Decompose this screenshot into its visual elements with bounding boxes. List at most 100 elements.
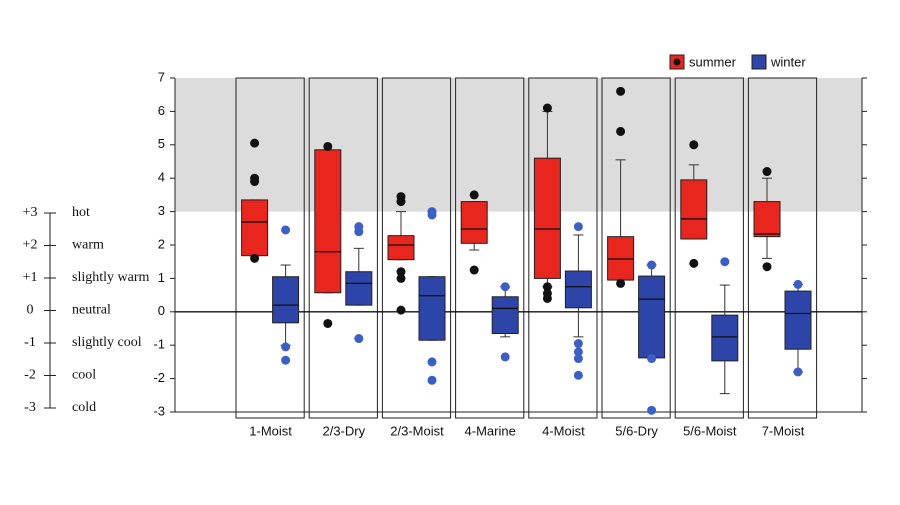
category-panel	[674, 77, 744, 419]
category-panel	[528, 77, 598, 419]
outlier	[354, 227, 364, 237]
outlier	[396, 197, 406, 207]
category-panel	[455, 77, 525, 419]
outlier	[573, 347, 583, 357]
outlier	[250, 177, 260, 187]
scale-code: +3	[23, 205, 38, 220]
y-tick-label: 3	[158, 203, 165, 218]
category-panel	[308, 77, 378, 419]
x-tick-label: 5/6-Dry	[615, 423, 658, 438]
outlier	[323, 141, 333, 151]
outlier	[500, 282, 510, 292]
y-tick-label: -1	[153, 337, 165, 352]
outlier	[427, 375, 437, 385]
box	[314, 149, 342, 294]
box	[345, 271, 373, 306]
outlier	[427, 210, 437, 220]
box	[241, 199, 269, 257]
outlier	[647, 260, 657, 270]
y-tick-label: 5	[158, 136, 165, 151]
outlier	[281, 225, 291, 235]
box	[638, 275, 666, 359]
category-panel	[601, 77, 671, 419]
legend-dot	[673, 58, 681, 66]
y-tick-label: 7	[158, 69, 165, 84]
scale-text: cold	[72, 400, 96, 415]
box	[272, 276, 300, 324]
outlier	[647, 405, 657, 415]
legend-swatch	[751, 54, 767, 70]
outlier	[689, 258, 699, 268]
box	[680, 179, 708, 240]
box	[491, 296, 519, 335]
scale-code: +2	[23, 238, 38, 253]
box	[460, 201, 488, 244]
scale-text: slightly warm	[72, 270, 149, 285]
outlier	[793, 367, 803, 377]
y-tick-label: 4	[158, 170, 165, 185]
scale-text: cool	[72, 368, 96, 383]
scale-text: warm	[72, 238, 104, 253]
outlier	[354, 334, 364, 344]
outlier	[250, 138, 260, 148]
outlier	[573, 370, 583, 380]
outlier	[396, 267, 406, 277]
scale-code: 0	[27, 303, 34, 318]
scale-code: -2	[24, 368, 36, 383]
outlier	[281, 342, 291, 352]
outlier	[573, 222, 583, 232]
scale-text: slightly cool	[72, 335, 142, 350]
shaded-region	[175, 78, 862, 212]
x-tick-label: 1-Moist	[249, 423, 292, 438]
legend-label: summer	[689, 54, 737, 69]
outlier	[469, 265, 479, 275]
outlier	[689, 140, 699, 150]
y-tick-label: 1	[158, 270, 165, 285]
x-tick-label: 5/6-Moist	[683, 423, 737, 438]
box	[784, 290, 812, 350]
outlier	[616, 86, 626, 96]
box	[418, 276, 446, 341]
scale-text: neutral	[72, 303, 111, 318]
outlier	[762, 167, 772, 177]
outlier	[323, 318, 333, 328]
outlier	[542, 103, 552, 113]
category-panel	[381, 77, 452, 419]
outlier	[281, 355, 291, 365]
scale-code: +1	[23, 270, 38, 285]
outlier	[500, 352, 510, 362]
category-panel	[235, 77, 305, 419]
box	[711, 314, 739, 362]
outlier	[250, 253, 260, 263]
x-tick-label: 4-Moist	[542, 423, 585, 438]
y-tick-label: 2	[158, 236, 165, 251]
outlier	[762, 262, 772, 272]
scale-text: hot	[72, 205, 90, 220]
outlier	[573, 339, 583, 349]
box	[387, 235, 415, 261]
x-tick-label: 2/3-Moist	[390, 423, 444, 438]
x-tick-label: 7-Moist	[762, 423, 805, 438]
outlier	[720, 257, 730, 267]
box	[533, 157, 561, 279]
box	[564, 270, 592, 309]
x-tick-label: 2/3-Dry	[322, 423, 365, 438]
outlier	[573, 354, 583, 364]
y-tick-label: -2	[153, 370, 165, 385]
category-panel	[747, 77, 818, 419]
outlier	[542, 293, 552, 303]
outlier	[647, 354, 657, 364]
box	[607, 236, 635, 281]
outlier	[793, 279, 803, 289]
legend-label: winter	[770, 54, 806, 69]
outlier	[542, 282, 552, 292]
outlier	[396, 305, 406, 315]
y-tick-label: 0	[158, 303, 165, 318]
scale-code: -3	[24, 400, 36, 415]
outlier	[427, 357, 437, 367]
y-tick-label: -3	[153, 403, 165, 418]
outlier	[396, 273, 406, 283]
outlier	[469, 190, 479, 200]
x-tick-label: 4-Marine	[465, 423, 516, 438]
